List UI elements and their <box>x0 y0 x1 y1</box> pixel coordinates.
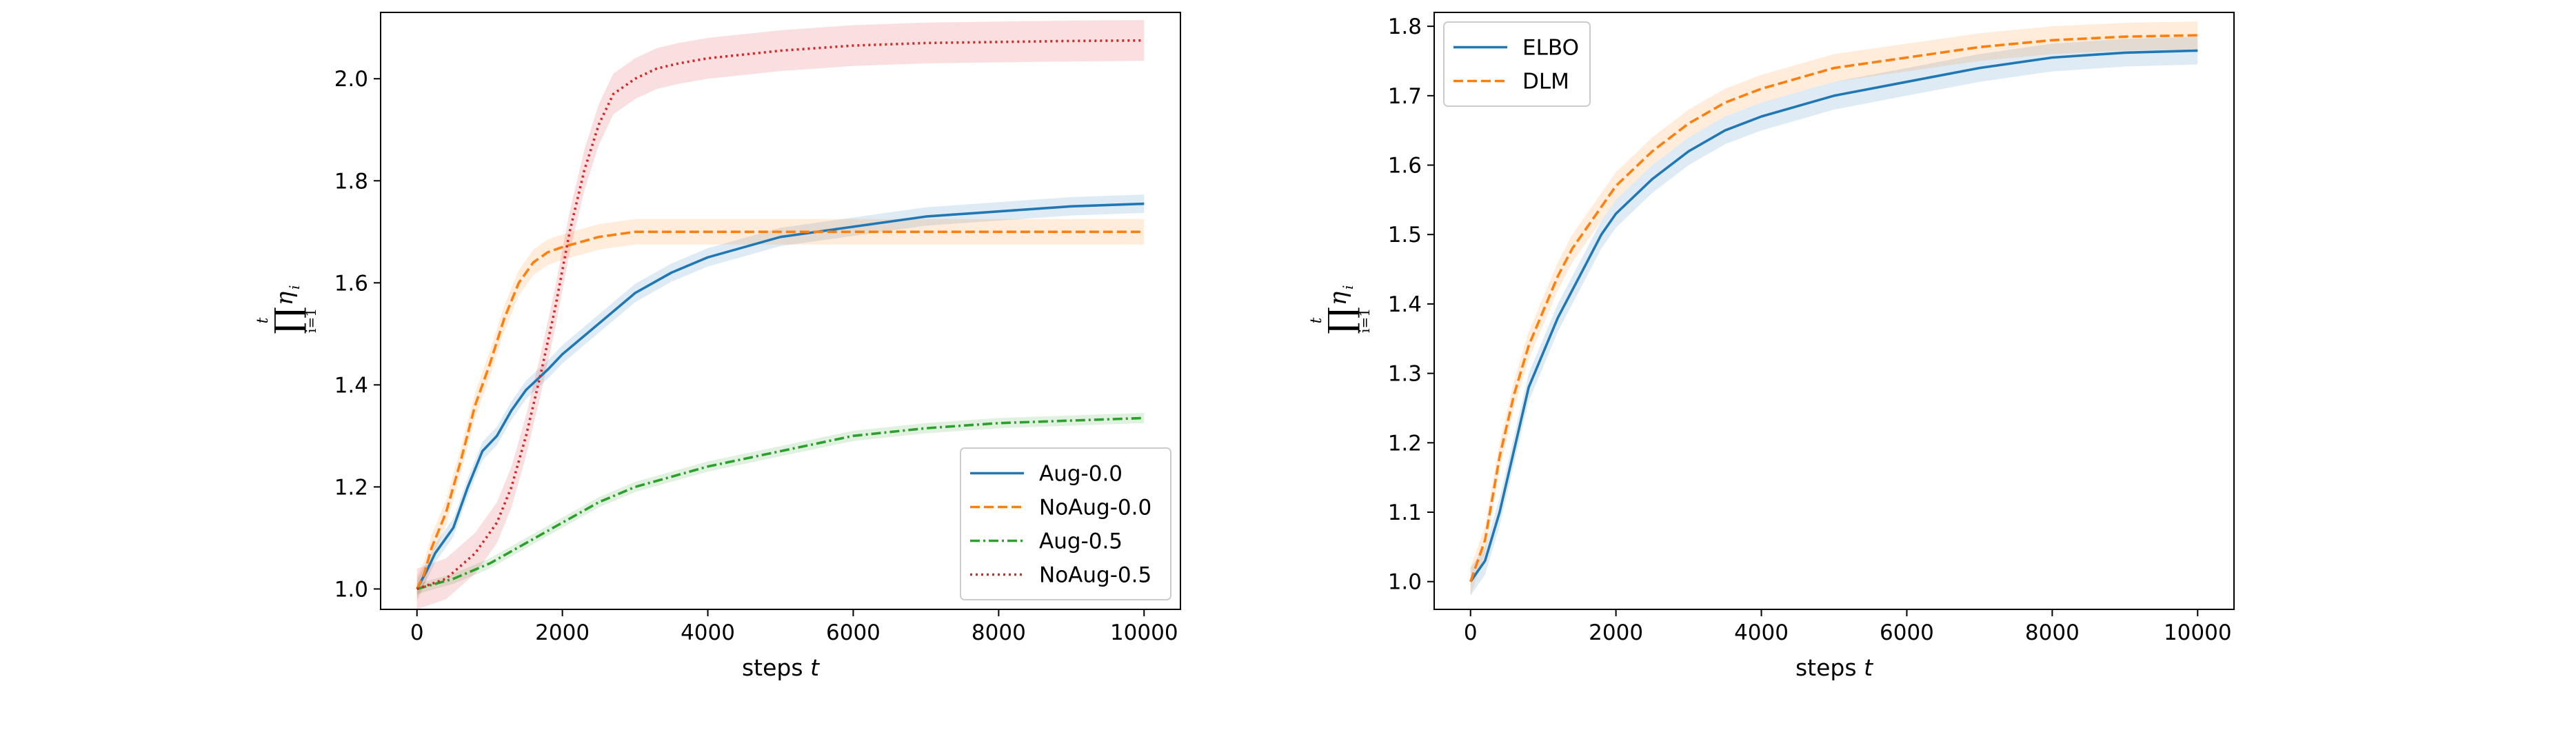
legend-label-noaug-0-5: NoAug-0.5 <box>1039 563 1151 588</box>
y-tick-label: 1.6 <box>334 271 368 296</box>
plot-area <box>416 20 1145 609</box>
y-axis-label-var: η <box>271 291 299 305</box>
legend-label-aug-0-5: Aug-0.5 <box>1039 529 1123 554</box>
series-band-dlm <box>1470 21 2198 596</box>
y-axis-label-upper: t <box>254 317 272 323</box>
x-tick-label: 4000 <box>1734 620 1789 645</box>
legend-label-elbo: ELBO <box>1522 36 1579 61</box>
series-line-noaug-0-5 <box>416 39 1145 591</box>
series-line-aug-0-0 <box>416 202 1145 590</box>
left-chart: 0 2000 4000 6000 8000 10000 1.0 1.2 1.4 1.6 1.8 2.0… <box>254 12 1181 681</box>
x-tick-label: 10000 <box>2164 620 2232 645</box>
x-tick-label: 6000 <box>826 620 881 645</box>
y-tick-label: 1.4 <box>1388 292 1422 317</box>
x-axis-label: steps t <box>742 654 820 681</box>
x-tick-label: 0 <box>410 620 424 645</box>
x-axis-label-text: steps <box>742 654 810 681</box>
y-tick-label: 1.8 <box>1388 14 1422 39</box>
y-tick-label: 1.3 <box>1388 362 1422 387</box>
axes-frame <box>380 12 1181 610</box>
legend: Aug-0.0 NoAug-0.0 Aug-0.5 NoAug-0.5 <box>960 447 1171 600</box>
axes-frame <box>1433 12 2235 610</box>
legend-box <box>1443 21 1591 107</box>
y-tick-label: 1.4 <box>334 373 368 398</box>
series-line-elbo <box>1469 49 2198 582</box>
series-line-aug-0-5 <box>416 416 1145 591</box>
y-tick-label: 1.2 <box>334 475 368 500</box>
x-axis-label-var: t <box>810 654 820 681</box>
y-tick-label: 1.1 <box>1388 500 1422 525</box>
series-band-aug-0-5 <box>416 413 1145 594</box>
x-tick-label: 2000 <box>1589 620 1643 645</box>
y-axis-label-sub: i <box>1340 285 1356 290</box>
legend-box <box>960 447 1171 600</box>
x-tick-label: 4000 <box>681 620 735 645</box>
legend-label-noaug-0-0: NoAug-0.0 <box>1039 496 1151 520</box>
series-line-noaug-0-0 <box>416 230 1145 590</box>
y-tick-label: 1.0 <box>334 577 368 602</box>
y-axis-label-symbol: ∏ <box>1321 307 1361 334</box>
y-tick-label: 1.8 <box>334 169 368 194</box>
legend-label-dlm: DLM <box>1522 70 1569 94</box>
y-axis-label-lower: i=1 <box>1356 308 1373 333</box>
y-axis-label: ∏t i=1 ηi <box>1308 285 1373 334</box>
x-axis-label: steps t <box>1795 654 1873 681</box>
y-axis-label-sub: i <box>286 285 303 290</box>
y-axis-label-lower: i=1 <box>303 308 319 333</box>
right-chart: 0 2000 4000 6000 8000 10000 1.0 1.1 1.2 1.3 1.4 1.5… <box>1308 12 2235 681</box>
y-tick-label: 1.7 <box>1388 84 1422 109</box>
y-tick-label: 1.2 <box>1388 431 1422 456</box>
y-tick-label: 2.0 <box>334 67 368 92</box>
legend: ELBO DLM <box>1443 21 1591 107</box>
plot-area <box>1469 21 2198 596</box>
x-axis-label-var: t <box>1864 654 1873 681</box>
series-band-elbo <box>1470 37 2198 596</box>
x-tick-label: 10000 <box>1110 620 1178 645</box>
x-tick-label: 0 <box>1464 620 1478 645</box>
y-tick-label: 1.0 <box>1388 570 1422 595</box>
y-axis-label-var: η <box>1325 291 1352 305</box>
x-tick-label: 6000 <box>1880 620 1934 645</box>
legend-label-aug-0-0: Aug-0.0 <box>1039 462 1123 487</box>
y-axis-label-symbol: ∏ <box>268 307 308 334</box>
x-tick-label: 8000 <box>972 620 1026 645</box>
y-axis-label-upper: t <box>1308 317 1325 323</box>
x-axis-label-text: steps <box>1795 654 1864 681</box>
y-axis-label: ∏t i=1 ηi <box>254 285 319 334</box>
x-tick-label: 2000 <box>535 620 590 645</box>
x-tick-label: 8000 <box>2025 620 2080 645</box>
series-line-dlm <box>1469 34 2198 582</box>
y-tick-label: 1.6 <box>1388 154 1422 179</box>
series-band-noaug-0-5 <box>416 20 1145 609</box>
y-tick-label: 1.5 <box>1388 223 1422 247</box>
